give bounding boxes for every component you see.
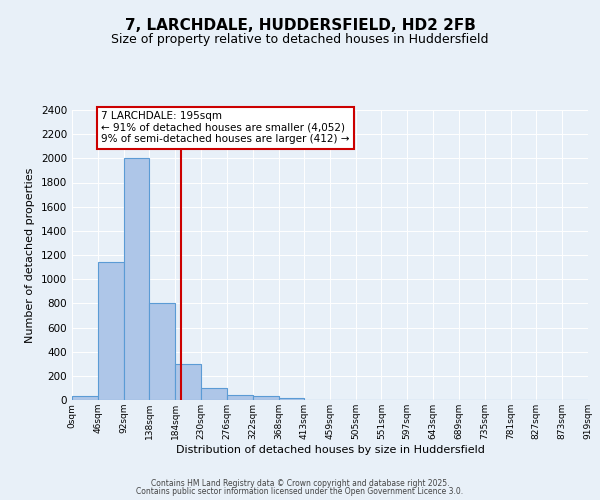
Bar bbox=[201, 388, 227, 400]
Bar bbox=[124, 158, 149, 400]
Bar bbox=[149, 304, 175, 400]
Bar bbox=[227, 394, 253, 400]
Y-axis label: Number of detached properties: Number of detached properties bbox=[25, 168, 35, 342]
X-axis label: Distribution of detached houses by size in Huddersfield: Distribution of detached houses by size … bbox=[176, 444, 484, 454]
Bar bbox=[278, 398, 304, 400]
Bar bbox=[98, 262, 124, 400]
Text: Size of property relative to detached houses in Huddersfield: Size of property relative to detached ho… bbox=[111, 32, 489, 46]
Text: 7, LARCHDALE, HUDDERSFIELD, HD2 2FB: 7, LARCHDALE, HUDDERSFIELD, HD2 2FB bbox=[125, 18, 475, 32]
Bar bbox=[175, 364, 201, 400]
Text: Contains HM Land Registry data © Crown copyright and database right 2025.: Contains HM Land Registry data © Crown c… bbox=[151, 478, 449, 488]
Text: Contains public sector information licensed under the Open Government Licence 3.: Contains public sector information licen… bbox=[136, 487, 464, 496]
Text: 7 LARCHDALE: 195sqm
← 91% of detached houses are smaller (4,052)
9% of semi-deta: 7 LARCHDALE: 195sqm ← 91% of detached ho… bbox=[101, 111, 350, 144]
Bar bbox=[253, 396, 278, 400]
Bar bbox=[72, 396, 98, 400]
